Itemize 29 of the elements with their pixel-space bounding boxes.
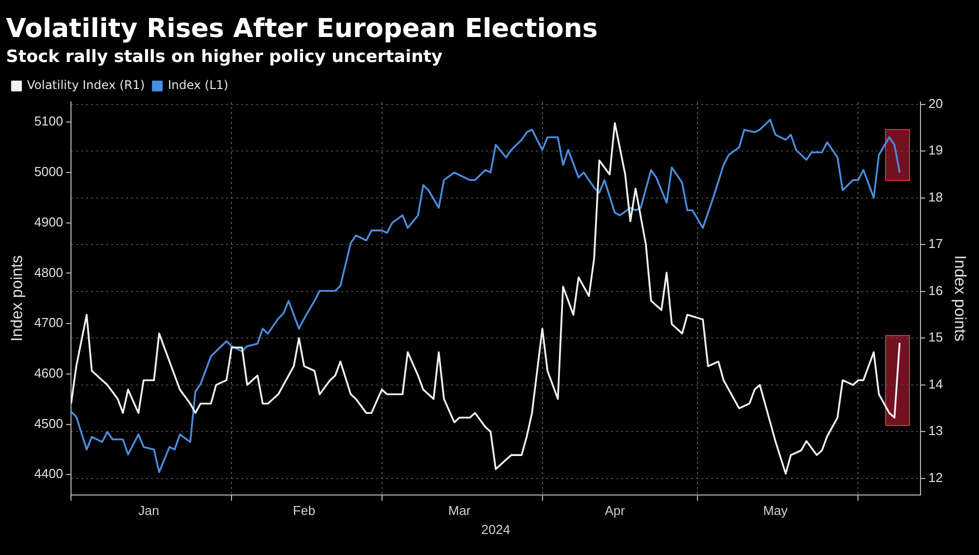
x-tick-label: May [763, 503, 788, 518]
y-tick-label: 5000 [34, 164, 64, 180]
y2-tick-label: 18 [928, 189, 943, 204]
x-tick-label: Jan [138, 503, 160, 518]
y2-tick-label: 16 [928, 282, 943, 298]
y2-tick-label: 12 [928, 470, 943, 486]
y-tick-label: 4900 [34, 214, 64, 230]
y-tick-label: 4700 [34, 315, 64, 330]
legend-label: Index (L1) [168, 78, 228, 92]
x-axis-title: 2024 [481, 522, 510, 537]
y-tick-label: 5100 [34, 114, 64, 129]
y2-tick-label: 14 [928, 376, 943, 392]
x-tick-label: Apr [604, 503, 626, 518]
chart-title: Volatility Rises After European Elections [6, 14, 598, 44]
y2-tick-label: 15 [928, 330, 943, 345]
y-axis-title: Index points [9, 255, 26, 342]
y2-tick-label: 17 [928, 236, 943, 252]
y-tick-label: 4800 [34, 264, 64, 280]
legend-label: Volatility Index (R1) [27, 78, 145, 92]
y-tick-label: 4600 [34, 366, 64, 381]
chart-subtitle: Stock rally stalls on higher policy uncertainty [6, 46, 443, 68]
y2-tick-label: 13 [928, 423, 943, 438]
x-tick-label: Feb [292, 503, 316, 518]
y-tick-label: 4400 [34, 466, 64, 482]
x-tick-label: Mar [448, 503, 472, 518]
y2-tick-label: 19 [928, 142, 943, 158]
y-tick-label: 4500 [34, 416, 64, 431]
y2-tick-label: 20 [928, 96, 943, 111]
y2-axis-title: Index points [950, 255, 968, 342]
